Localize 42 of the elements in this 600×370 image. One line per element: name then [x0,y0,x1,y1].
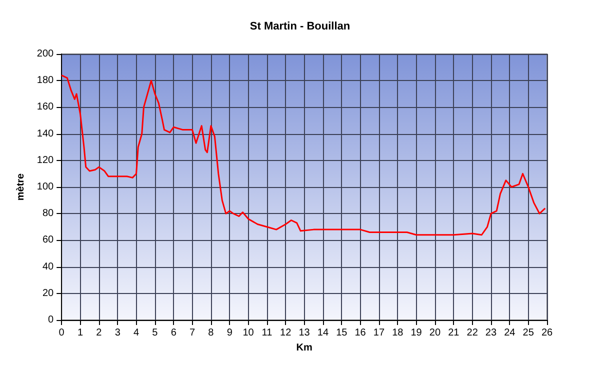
x-tick-label: 23 [485,328,497,338]
y-axis-title: mètre [16,172,26,201]
x-tick-label: 18 [392,328,404,338]
x-tick-label: 26 [541,328,553,338]
x-tick-label: 11 [262,328,273,338]
y-tick-label: 140 [36,128,54,140]
x-tick-label: 2 [96,328,102,338]
x-tick-label: 0 [58,328,65,338]
x-tick-label: 6 [170,328,177,338]
x-axis-title: Km [296,342,312,354]
y-tick-label: 120 [36,154,54,166]
x-tick-label: 20 [429,328,441,338]
x-tick-label: 7 [189,328,196,338]
y-tick-label: 100 [36,182,54,192]
x-tick-label: 19 [410,328,422,338]
x-tick-label: 24 [504,328,516,338]
x-tick-label: 15 [336,328,348,338]
y-tick-label: 60 [42,234,54,246]
y-tick-label: 40 [42,261,54,272]
x-tick-label: 12 [280,328,292,338]
x-tick-label: 4 [133,328,140,338]
y-tick-label: 80 [42,208,54,220]
y-tick-label: 180 [36,75,54,86]
line-series [60,74,546,236]
chart-title: St Martin - Bouillan [250,20,350,32]
x-tick-label: 3 [114,328,121,338]
y-tick-label: 200 [36,48,54,60]
x-tick-label: 22 [466,328,478,338]
x-tick-label: 16 [354,328,366,338]
x-tick-label: 25 [522,328,534,338]
y-tick-label: 160 [36,102,54,113]
x-tick-label: 1 [77,328,84,338]
x-tick-label: 9 [226,328,233,338]
x-tick-label: 21 [448,328,460,338]
x-tick-label: 13 [298,328,310,338]
y-tick-label: 0 [48,314,54,326]
x-tick-label: 5 [152,328,158,338]
x-tick-label: 14 [317,328,329,338]
y-tick-label: 20 [42,288,54,299]
x-tick-label: 17 [373,328,385,338]
x-tick-label: 10 [242,328,254,338]
x-tick-label: 8 [208,328,214,338]
